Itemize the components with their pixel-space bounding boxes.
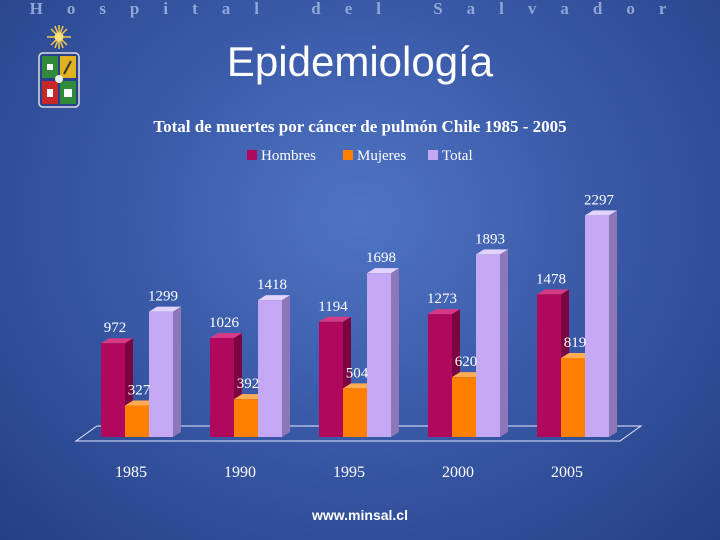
- bar-group: [101, 210, 617, 437]
- bar-mujeres-1995: [343, 388, 367, 437]
- bar-top-hombres-1995: [319, 316, 351, 322]
- x-tick-2005: 2005: [551, 464, 583, 481]
- bar-hombres-2005: [537, 294, 561, 437]
- bar-top-total-1995: [367, 268, 399, 274]
- bar-top-hombres-2000: [428, 309, 460, 315]
- data-label-mujeres-2000: 620: [455, 354, 478, 370]
- data-label-mujeres-1985: 327: [128, 382, 151, 398]
- bar-mujeres-2000: [452, 377, 476, 437]
- bar-total-1990: [258, 300, 282, 437]
- bar-mujeres-1985: [125, 405, 149, 437]
- chart-legend: Hombres Mujeres Total: [247, 148, 473, 164]
- bar-hombres-2000: [428, 314, 452, 437]
- x-tick-1985: 1985: [115, 464, 147, 481]
- data-label-hombres-1995: 1194: [318, 299, 348, 315]
- legend-swatch-total: [428, 150, 438, 160]
- bar-side-total-1990: [282, 295, 290, 437]
- data-label-mujeres-2005: 819: [564, 335, 587, 351]
- footer-url: www.minsal.cl: [312, 507, 408, 523]
- bar-total-1995: [367, 273, 391, 437]
- bar-hombres-1995: [319, 321, 343, 437]
- legend-label-mujeres: Mujeres: [357, 148, 406, 164]
- bar-top-total-2000: [476, 249, 508, 255]
- data-label-total-1985: 1299: [148, 289, 178, 305]
- bar-side-total-1985: [173, 306, 181, 437]
- bar-hombres-1985: [101, 343, 125, 437]
- legend-label-hombres: Hombres: [261, 148, 316, 164]
- hospital-header: Hospital del Salvador: [29, 0, 691, 18]
- bar-top-total-1990: [258, 295, 290, 301]
- bar-mujeres-2005: [561, 357, 585, 437]
- slide-title: Epidemiología: [226, 38, 494, 85]
- legend-swatch-hombres: [247, 150, 257, 160]
- legend-swatch-mujeres: [343, 150, 353, 160]
- x-tick-2000: 2000: [442, 464, 474, 481]
- bar-total-2005: [585, 215, 609, 437]
- bar-top-hombres-1985: [101, 338, 133, 344]
- legend-label-total: Total: [442, 148, 473, 164]
- bar-hombres-1990: [210, 337, 234, 437]
- data-label-total-1990: 1418: [257, 277, 287, 293]
- bar-side-total-2000: [500, 249, 508, 437]
- bar-top-hombres-1990: [210, 332, 242, 338]
- bar-mujeres-1990: [234, 399, 258, 437]
- data-label-total-1995: 1698: [366, 250, 396, 266]
- bar-top-total-1985: [149, 306, 181, 312]
- data-labels: 972 327 1299 1026 392 1418 1194 504 1698 1273 620 1…: [104, 192, 615, 398]
- bar-total-1985: [149, 311, 173, 437]
- chart-title: Total de muertes por cáncer de pulmón Ch…: [153, 117, 566, 136]
- data-label-hombres-1985: 972: [104, 320, 127, 336]
- data-label-hombres-1990: 1026: [209, 315, 240, 331]
- bar-top-hombres-2005: [537, 289, 569, 295]
- data-label-mujeres-1995: 504: [346, 365, 369, 381]
- university-crest-icon: [38, 25, 80, 108]
- bar-total-2000: [476, 254, 500, 437]
- x-tick-1990: 1990: [224, 464, 256, 481]
- data-label-total-2000: 1893: [475, 231, 505, 247]
- data-label-hombres-2000: 1273: [427, 291, 457, 307]
- data-label-total-2005: 2297: [584, 192, 615, 208]
- bar-side-total-2005: [609, 210, 617, 437]
- x-tick-1995: 1995: [333, 464, 365, 481]
- bar-top-total-2005: [585, 210, 617, 216]
- bar-side-total-1995: [391, 268, 399, 437]
- x-axis-ticks: 1985 1990 1995 2000 2005: [115, 464, 583, 481]
- data-label-mujeres-1990: 392: [237, 376, 260, 392]
- data-label-hombres-2005: 1478: [536, 271, 566, 287]
